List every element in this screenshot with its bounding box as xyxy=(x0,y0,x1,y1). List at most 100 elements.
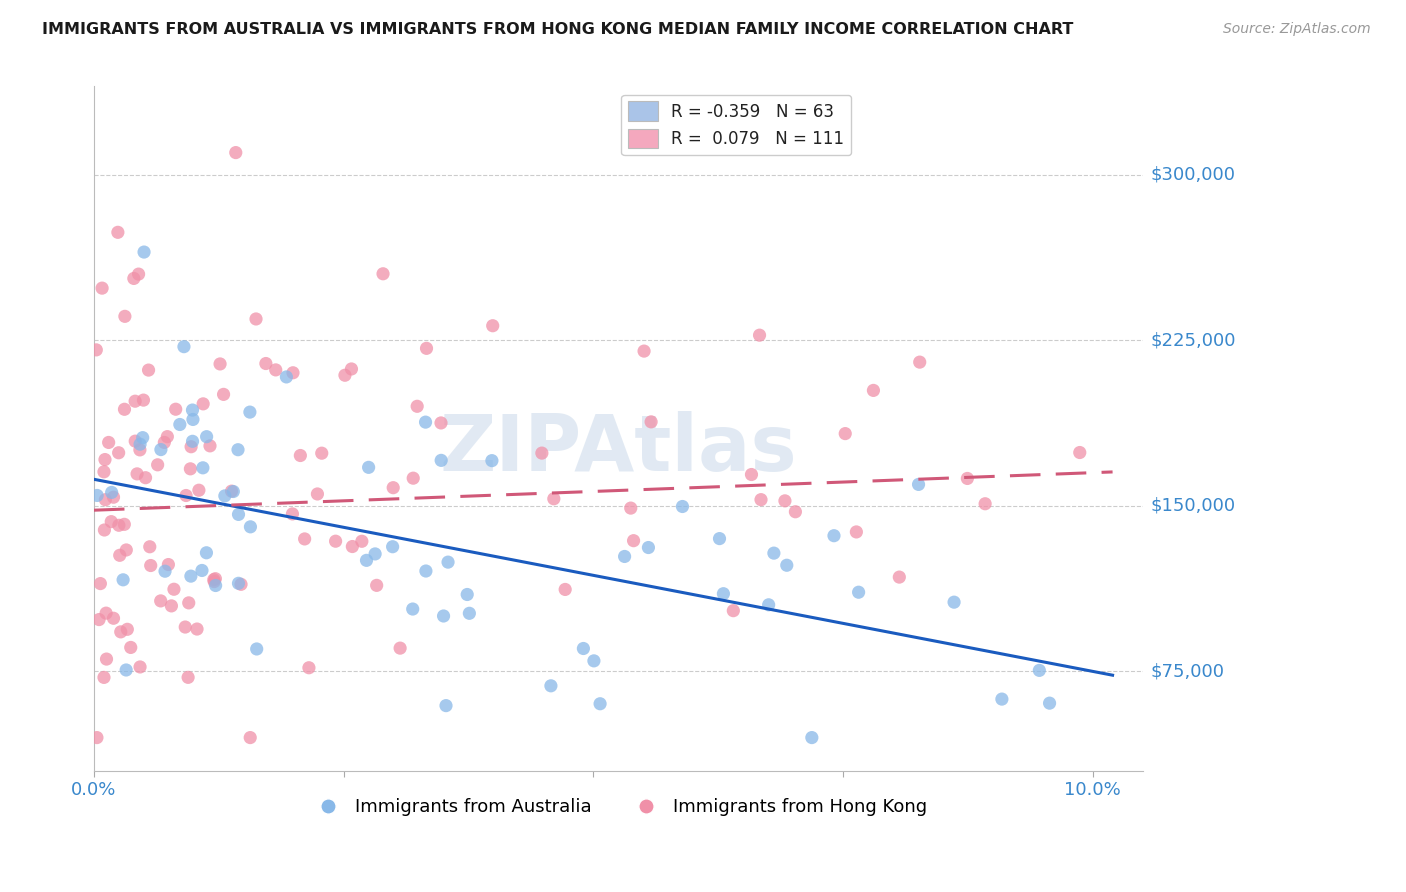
Point xyxy=(120,640,142,655)
Point xyxy=(108,549,131,563)
Point xyxy=(91,281,114,295)
Point xyxy=(107,225,129,239)
Point xyxy=(131,431,153,445)
Point xyxy=(239,405,262,419)
Point xyxy=(195,430,218,444)
Point xyxy=(129,442,152,457)
Point xyxy=(157,558,180,572)
Point xyxy=(108,518,131,533)
Point xyxy=(181,403,204,417)
Point xyxy=(325,534,347,549)
Point xyxy=(138,363,160,377)
Point xyxy=(124,394,146,409)
Point xyxy=(785,505,807,519)
Point xyxy=(132,393,155,408)
Point xyxy=(434,698,457,713)
Point xyxy=(86,488,108,502)
Point xyxy=(191,564,214,578)
Point xyxy=(93,523,115,537)
Point xyxy=(481,318,503,333)
Point xyxy=(671,500,693,514)
Point xyxy=(153,564,176,578)
Point xyxy=(89,576,111,591)
Point xyxy=(311,446,333,460)
Point xyxy=(943,595,966,609)
Point xyxy=(204,572,226,586)
Point xyxy=(613,549,636,564)
Point xyxy=(640,415,662,429)
Point xyxy=(908,355,931,369)
Point xyxy=(889,570,911,584)
Point xyxy=(713,587,735,601)
Point xyxy=(180,440,202,454)
Point xyxy=(437,555,460,569)
Point xyxy=(94,492,117,507)
Point xyxy=(456,587,478,601)
Point xyxy=(307,487,329,501)
Point xyxy=(165,402,187,417)
Point xyxy=(139,540,162,554)
Point xyxy=(177,670,200,684)
Point xyxy=(709,532,731,546)
Point xyxy=(107,446,129,460)
Point xyxy=(481,453,503,467)
Point xyxy=(290,449,312,463)
Text: $225,000: $225,000 xyxy=(1150,331,1236,350)
Point xyxy=(122,271,145,285)
Point xyxy=(97,435,120,450)
Point xyxy=(430,416,453,430)
Point xyxy=(112,573,135,587)
Point xyxy=(543,491,565,506)
Point xyxy=(845,524,868,539)
Point xyxy=(100,485,122,500)
Point xyxy=(94,606,117,620)
Point xyxy=(415,342,437,356)
Point xyxy=(93,465,115,479)
Point xyxy=(202,574,225,589)
Point xyxy=(430,453,453,467)
Point xyxy=(204,578,226,592)
Point xyxy=(103,490,125,504)
Point xyxy=(350,534,373,549)
Point xyxy=(758,598,780,612)
Point xyxy=(84,343,107,357)
Point xyxy=(115,663,138,677)
Point xyxy=(103,611,125,625)
Point xyxy=(149,594,172,608)
Point xyxy=(800,731,823,745)
Point xyxy=(149,442,172,457)
Point xyxy=(129,437,152,451)
Point xyxy=(333,368,356,383)
Point xyxy=(135,471,157,485)
Text: ZIPAtlas: ZIPAtlas xyxy=(440,411,797,487)
Point xyxy=(540,679,562,693)
Point xyxy=(187,483,209,498)
Text: IMMIGRANTS FROM AUSTRALIA VS IMMIGRANTS FROM HONG KONG MEDIAN FAMILY INCOME CORR: IMMIGRANTS FROM AUSTRALIA VS IMMIGRANTS … xyxy=(42,22,1074,37)
Point xyxy=(749,492,772,507)
Point xyxy=(117,623,139,637)
Point xyxy=(245,312,267,326)
Point xyxy=(371,267,394,281)
Point xyxy=(226,442,249,457)
Point xyxy=(389,641,412,656)
Point xyxy=(191,397,214,411)
Point xyxy=(382,481,405,495)
Point xyxy=(623,533,645,548)
Point xyxy=(115,543,138,558)
Text: $300,000: $300,000 xyxy=(1150,166,1236,184)
Point xyxy=(246,642,269,657)
Point xyxy=(974,497,997,511)
Point xyxy=(723,604,745,618)
Point xyxy=(298,661,321,675)
Point xyxy=(366,578,388,592)
Point xyxy=(100,515,122,529)
Point xyxy=(212,387,235,401)
Point xyxy=(214,489,236,503)
Point xyxy=(281,507,304,521)
Point xyxy=(153,435,176,450)
Point xyxy=(406,399,429,413)
Point xyxy=(402,602,425,616)
Point xyxy=(1069,445,1091,459)
Point xyxy=(110,624,132,639)
Point xyxy=(554,582,576,597)
